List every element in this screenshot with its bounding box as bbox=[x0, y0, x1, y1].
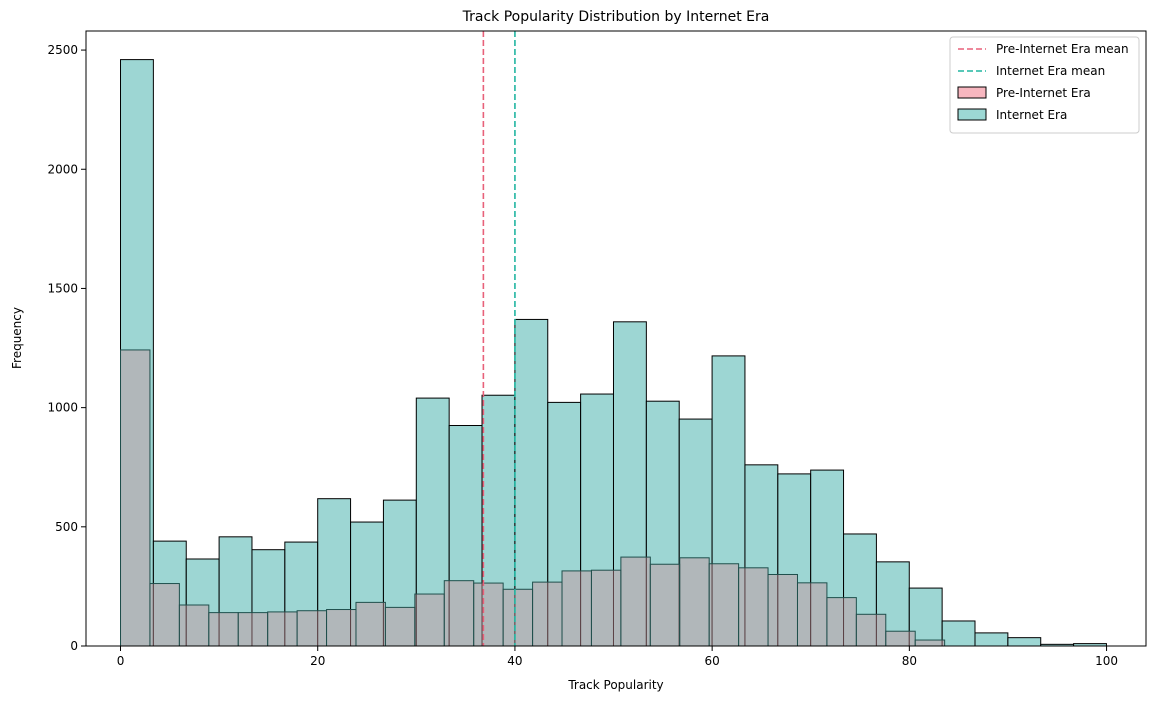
x-tick-label: 20 bbox=[310, 654, 325, 668]
y-tick-label: 1500 bbox=[47, 281, 78, 295]
chart-title: Track Popularity Distribution by Interne… bbox=[462, 9, 770, 25]
pre-internet-era-bar bbox=[914, 639, 946, 647]
x-axis-label: Track Popularity bbox=[567, 678, 663, 692]
legend-label: Internet Era bbox=[996, 108, 1067, 122]
pre-internet-era-bar bbox=[355, 601, 386, 647]
internet-era-bars bbox=[120, 59, 1107, 647]
internet-era-bar bbox=[974, 632, 1009, 647]
pre-internet-era-bar bbox=[561, 570, 592, 647]
y-axis-ticks: 0 500 1000 1500 2000 2500 bbox=[47, 43, 86, 653]
y-tick-label: 2500 bbox=[47, 43, 78, 57]
pre-internet-era-bar bbox=[796, 582, 828, 647]
pre-internet-era-bar bbox=[120, 349, 151, 647]
x-tick-label: 0 bbox=[117, 654, 125, 668]
pre-internet-era-bar bbox=[767, 573, 798, 647]
mean-lines bbox=[482, 31, 516, 646]
pre-internet-era-bar bbox=[649, 563, 681, 647]
pre-internet-era-bar bbox=[208, 612, 239, 647]
legend-label: Internet Era mean bbox=[996, 64, 1105, 78]
plot-frame bbox=[85, 30, 1147, 647]
pre-internet-era-bar bbox=[414, 593, 445, 647]
pre-internet-era-bar bbox=[738, 567, 769, 647]
internet-era-bar bbox=[711, 355, 746, 647]
legend: Pre-Internet Era mean Internet Era mean Pr… bbox=[949, 36, 1140, 134]
pre-internet-era-bar bbox=[590, 569, 622, 647]
legend-box bbox=[949, 36, 1140, 134]
internet-era-bar bbox=[284, 541, 319, 647]
internet-era-bar bbox=[843, 533, 877, 647]
legend-label: Pre-Internet Era mean bbox=[996, 42, 1129, 56]
internet-era-bar bbox=[645, 400, 680, 647]
internet-era-bar bbox=[120, 59, 154, 647]
internet-era-bar bbox=[415, 397, 450, 647]
internet-era-bar bbox=[481, 394, 516, 647]
pre-internet-era-bars bbox=[120, 349, 946, 647]
pre-internet-era-bar bbox=[326, 609, 357, 647]
internet-era-bar bbox=[678, 418, 713, 647]
x-axis-ticks: 0 20 40 60 80 100 bbox=[117, 646, 1118, 668]
pre-internet-era-bar bbox=[826, 597, 857, 647]
pre-internet-era-bar bbox=[708, 563, 740, 647]
pre-internet-era-bar bbox=[443, 580, 475, 647]
internet-era-bar bbox=[547, 401, 582, 647]
y-tick-label: 500 bbox=[55, 520, 78, 534]
internet-era-bar bbox=[941, 620, 976, 647]
pre-internet-era-bar bbox=[532, 581, 563, 647]
pre-internet-era-bar bbox=[679, 557, 710, 647]
pre-internet-era-bar bbox=[473, 582, 504, 647]
pre-internet-era-bar bbox=[267, 611, 298, 647]
x-tick-label: 60 bbox=[704, 654, 719, 668]
y-tick-label: 0 bbox=[70, 639, 78, 653]
pre-internet-era-bar bbox=[296, 610, 328, 647]
pre-internet-era-bar bbox=[620, 556, 651, 647]
internet-era-bar bbox=[152, 540, 187, 647]
internet-era-bar bbox=[744, 464, 779, 647]
legend-swatch-patch bbox=[957, 108, 987, 121]
internet-era-bar bbox=[1007, 637, 1042, 647]
y-axis-label: Frequency bbox=[10, 307, 24, 369]
internet-era-bar bbox=[777, 473, 812, 647]
legend-label: Pre-Internet Era bbox=[996, 86, 1091, 100]
y-tick-label: 1000 bbox=[47, 401, 78, 415]
pre-internet-era-bar bbox=[384, 606, 416, 647]
internet-era-bar bbox=[612, 321, 647, 647]
pre-internet-era-bar bbox=[502, 588, 534, 647]
internet-era-bar bbox=[185, 558, 220, 647]
pre-internet-era-bar bbox=[178, 604, 210, 647]
pre-internet-era-bar bbox=[855, 613, 887, 647]
pre-internet-era-bar bbox=[885, 630, 916, 647]
x-tick-label: 80 bbox=[902, 654, 917, 668]
pre-internet-era-bar bbox=[237, 612, 269, 647]
x-tick-label: 100 bbox=[1095, 654, 1118, 668]
legend-swatch-patch bbox=[957, 86, 987, 99]
y-tick-label: 2000 bbox=[47, 162, 78, 176]
x-tick-label: 40 bbox=[507, 654, 522, 668]
pre-internet-era-bar bbox=[149, 583, 180, 647]
